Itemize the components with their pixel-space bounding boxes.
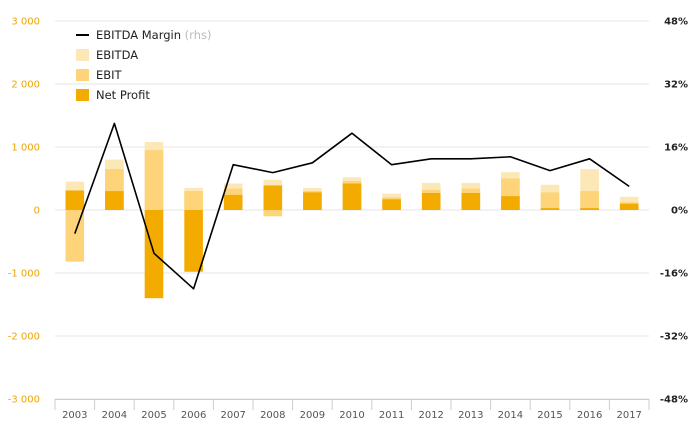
y-left-tick-label: 0 <box>34 206 40 217</box>
bar-net-profit-2004 <box>105 191 124 210</box>
y-right-tick-label: -32% <box>660 332 688 343</box>
legend-rhs-note: (rhs) <box>181 28 211 42</box>
y-right-tick-label: 48% <box>664 17 688 28</box>
bar-net-profit-2011 <box>382 199 401 210</box>
bar-net-profit-2013 <box>461 192 481 210</box>
legend-label: EBITDA Margin (rhs) <box>96 28 211 42</box>
x-tick-label: 2013 <box>458 410 483 421</box>
legend-box-swatch <box>76 69 89 81</box>
x-tick-label: 2008 <box>260 410 285 421</box>
y-right-tick-label: -48% <box>660 395 688 406</box>
bar-net-profit-2017 <box>619 203 639 210</box>
y-right-tick-label: -16% <box>660 269 688 280</box>
bar-ebit-2016 <box>580 191 599 210</box>
bar-ebit-2006 <box>184 191 203 210</box>
bar-net-profit-2014 <box>501 196 520 210</box>
y-left-tick-label: -2 000 <box>8 332 40 343</box>
x-tick-label: 2012 <box>418 410 443 421</box>
x-tick-label: 2014 <box>498 410 523 421</box>
x-tick-label: 2010 <box>339 410 364 421</box>
x-tick-label: 2011 <box>379 410 404 421</box>
y-left-tick-label: -1 000 <box>8 269 40 280</box>
legend-box-swatch <box>76 49 89 61</box>
bar-net-profit-2003 <box>65 190 85 210</box>
bar-net-profit-2007 <box>223 194 243 210</box>
bar-net-profit-2016 <box>580 208 599 210</box>
y-right-tick-label: 16% <box>664 143 688 154</box>
legend: EBITDA Margin (rhs) EBITDA EBIT Net Profit <box>76 28 211 102</box>
bar-ebit-2015 <box>540 192 560 210</box>
y-left-tick-label: 1 000 <box>11 143 40 154</box>
bar-net-profit-2015 <box>540 208 560 210</box>
bar-ebit-2005 <box>144 150 164 210</box>
x-tick-label: 2017 <box>616 410 641 421</box>
x-tick-label: 2016 <box>577 410 602 421</box>
legend-label: EBITDA <box>96 48 138 62</box>
bar-ebit-2008 <box>263 210 283 217</box>
bar-net-profit-2009 <box>303 192 322 210</box>
x-tick-label: 2005 <box>141 410 166 421</box>
y-right-tick-label: 32% <box>664 80 688 91</box>
legend-label: Net Profit <box>96 88 150 102</box>
x-tick-label: 2009 <box>300 410 325 421</box>
y-left-tick-label: 3 000 <box>11 17 40 28</box>
x-tick-label: 2004 <box>102 410 127 421</box>
bar-net-profit-2008 <box>263 185 283 210</box>
ebitda-margin-line <box>74 122 630 290</box>
bars <box>65 141 639 299</box>
y-left-tick-label: -3 000 <box>8 395 40 406</box>
x-tick-label: 2007 <box>220 410 245 421</box>
axes: 2003 2004 2005 2006 2007 2008 2009 2010 2011 2012… <box>8 17 688 422</box>
bar-net-profit-2012 <box>421 192 441 210</box>
bar-net-profit-2006 <box>184 210 203 272</box>
margin-line-layer <box>74 122 630 290</box>
bar-net-profit-2010 <box>342 183 362 210</box>
y-right-tick-label: 0% <box>671 206 688 217</box>
x-tick-label: 2006 <box>181 410 206 421</box>
legend-label: EBIT <box>96 68 123 82</box>
x-tick-label: 2003 <box>62 410 87 421</box>
legend-box-swatch <box>76 89 89 101</box>
x-tick-label: 2015 <box>537 410 562 421</box>
y-left-tick-label: 2 000 <box>11 80 40 91</box>
